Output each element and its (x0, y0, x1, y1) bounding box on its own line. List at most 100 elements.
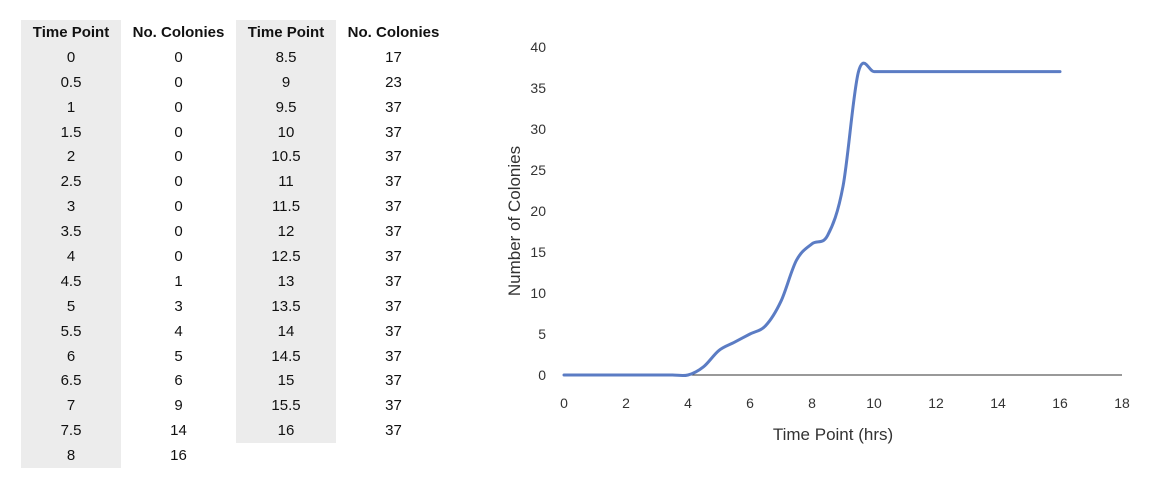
x-tick-label: 16 (1052, 395, 1068, 411)
table-row: 10.5 37 (236, 144, 451, 170)
x-tick-label: 4 (684, 395, 692, 411)
time-point-cell: 11.5 (236, 194, 336, 220)
table-row: 4.5 1 (21, 268, 236, 294)
colony-count-cell: 6 (174, 372, 183, 390)
y-tick-label: 10 (530, 285, 546, 301)
time-point-cell: 3.5 (21, 219, 121, 245)
colony-count-cell: 37 (385, 422, 402, 440)
colony-count-cell: 37 (385, 347, 402, 365)
colony-count-cell: 37 (385, 98, 402, 116)
x-tick-label: 12 (928, 395, 944, 411)
growth-line-chart: 0 5 10 15 20 25 30 35 40 0 2 4 6 8 10 12 14 16 18 Time Po… (505, 39, 1130, 444)
time-point-cell: 0.5 (21, 69, 121, 95)
colony-count-cell: 37 (385, 322, 402, 340)
table-row: 9.5 37 (236, 94, 451, 120)
time-point-cell: 6 (21, 343, 121, 369)
time-point-cell: 2 (21, 144, 121, 170)
y-tick-label: 25 (530, 162, 546, 178)
colony-count-cell: 37 (385, 173, 402, 191)
col-header-no-colonies: No. Colonies (132, 23, 225, 41)
x-axis-ticks: 0 2 4 6 8 10 12 14 16 18 (560, 395, 1130, 411)
y-tick-label: 0 (538, 367, 546, 383)
x-tick-label: 8 (808, 395, 816, 411)
table-row: 0.5 0 (21, 69, 236, 95)
table-row: 8.5 17 (236, 44, 451, 70)
colony-count-cell: 37 (385, 198, 402, 216)
y-tick-label: 15 (530, 244, 546, 260)
colony-count-cell: 1 (174, 272, 183, 290)
col-header-time-point: Time Point (21, 20, 121, 45)
y-tick-label: 20 (530, 203, 546, 219)
time-point-cell: 14 (236, 318, 336, 344)
colony-count-cell: 0 (174, 73, 183, 91)
table-row: 12 37 (236, 219, 451, 245)
colony-count-cell: 37 (385, 397, 402, 415)
col-header-no-colonies: No. Colonies (347, 23, 440, 41)
table-row: 1.5 0 (21, 119, 236, 145)
colony-count-cell: 14 (170, 422, 187, 440)
colony-count-cell: 0 (174, 98, 183, 116)
time-point-cell: 6.5 (21, 368, 121, 394)
table-row: 13 37 (236, 268, 451, 294)
colony-count-cell: 3 (174, 297, 183, 315)
time-point-cell: 7.5 (21, 418, 121, 444)
colony-count-cell: 5 (174, 347, 183, 365)
time-point-cell: 10.5 (236, 144, 336, 170)
colony-count-cell: 0 (174, 173, 183, 191)
colony-count-cell: 0 (174, 198, 183, 216)
x-tick-label: 0 (560, 395, 568, 411)
colony-count-cell: 16 (170, 447, 187, 465)
table-row: 14.5 37 (236, 343, 451, 369)
colony-count-cell: 9 (174, 397, 183, 415)
colony-count-cell: 37 (385, 123, 402, 141)
time-point-cell: 11 (236, 169, 336, 195)
table-row: 3.5 0 (21, 219, 236, 245)
time-point-cell: 5 (21, 293, 121, 319)
time-point-cell: 10 (236, 119, 336, 145)
table-row: 10 37 (236, 119, 451, 145)
time-point-cell: 9 (236, 69, 336, 95)
data-table-right: Time Point No. Colonies 8.5 17 9 23 9.5 37 10 3… (236, 20, 451, 444)
table-row: 9 23 (236, 69, 451, 95)
time-point-cell: 7 (21, 393, 121, 419)
colony-count-cell: 37 (385, 297, 402, 315)
series-line (562, 61, 1062, 378)
table-row: 15.5 37 (236, 393, 451, 419)
table-row: 11 37 (236, 169, 451, 195)
colony-count-cell: 0 (174, 223, 183, 241)
table-row: 11.5 37 (236, 194, 451, 220)
time-point-cell: 5.5 (21, 318, 121, 344)
x-tick-label: 6 (746, 395, 754, 411)
time-point-cell: 12.5 (236, 244, 336, 269)
colony-count-cell: 17 (385, 48, 402, 66)
y-tick-label: 35 (530, 80, 546, 96)
time-point-cell: 1.5 (21, 119, 121, 145)
colony-count-cell: 0 (174, 247, 183, 265)
time-point-cell: 3 (21, 194, 121, 220)
colony-count-cell: 37 (385, 223, 402, 241)
table-row: 16 37 (236, 418, 451, 444)
y-axis-label: Number of Colonies (505, 146, 524, 296)
time-point-cell: 15.5 (236, 393, 336, 419)
colony-count-cell: 37 (385, 247, 402, 265)
x-tick-label: 14 (990, 395, 1006, 411)
table-row: 13.5 37 (236, 293, 451, 319)
colony-count-cell: 0 (174, 123, 183, 141)
data-table-left: Time Point No. Colonies 0 0 0.5 0 1 0 1.5 0 2 0 2.… (21, 20, 236, 469)
table-row: 14 37 (236, 318, 451, 344)
y-tick-label: 40 (530, 39, 546, 55)
time-point-cell: 0 (21, 44, 121, 70)
colony-count-cell: 4 (174, 322, 183, 340)
colony-count-cell: 0 (174, 48, 183, 66)
x-tick-label: 18 (1114, 395, 1130, 411)
colony-count-cell: 37 (385, 148, 402, 166)
table-row: 8 16 (21, 443, 236, 469)
table-row: 2.5 0 (21, 169, 236, 195)
x-tick-label: 10 (866, 395, 882, 411)
y-tick-label: 30 (530, 121, 546, 137)
